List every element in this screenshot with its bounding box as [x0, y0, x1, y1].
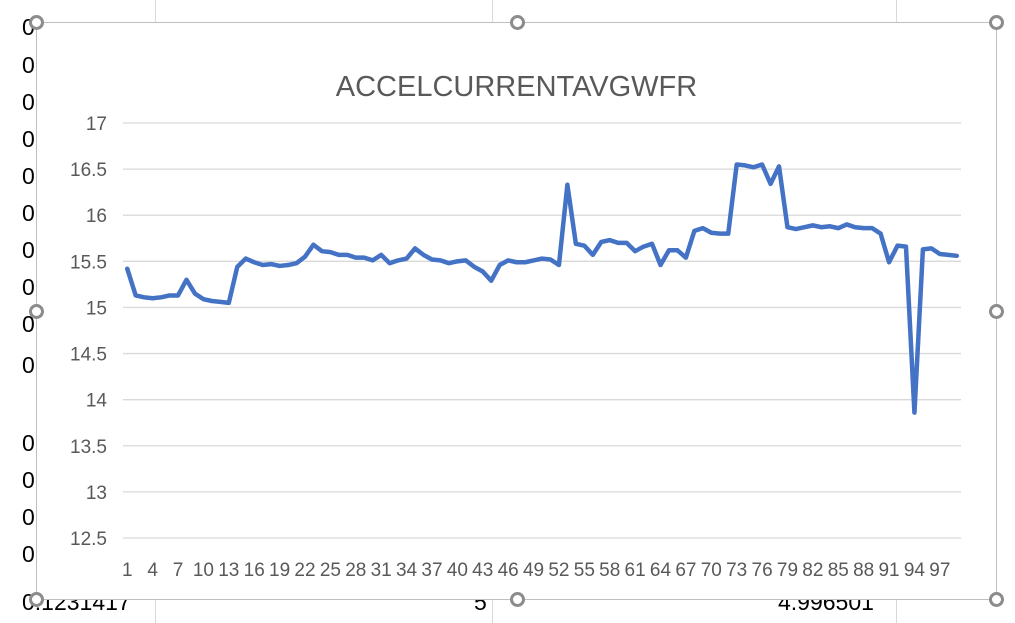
x-tick-label: 52 — [548, 560, 569, 581]
y-tick-label: 14.5 — [70, 345, 107, 366]
x-tick-label: 34 — [396, 560, 418, 581]
x-tick-label: 82 — [802, 560, 823, 581]
y-tick-label: 16.5 — [70, 160, 107, 181]
resize-handle-bottom-right[interactable] — [989, 592, 1004, 607]
x-tick-label: 91 — [878, 560, 899, 581]
x-tick-label: 37 — [421, 560, 442, 581]
resize-handle-left[interactable] — [29, 304, 44, 319]
x-tick-label: 43 — [472, 560, 493, 581]
cell-value[interactable]: 0 — [22, 126, 35, 152]
y-tick-label: 17 — [86, 114, 107, 135]
x-tick-label: 70 — [701, 560, 722, 581]
resize-handle-bottom-left[interactable] — [29, 592, 44, 607]
y-tick-label: 13 — [86, 483, 107, 504]
x-tick-label: 16 — [244, 560, 265, 581]
series-line[interactable] — [124, 162, 960, 415]
x-tick-label: 64 — [650, 560, 672, 581]
y-tick-label: 15.5 — [70, 252, 107, 273]
x-tick-label: 7 — [173, 560, 184, 581]
x-tick-label: 25 — [320, 560, 341, 581]
x-tick-label: 76 — [752, 560, 773, 581]
chart-area[interactable]: ACCELCURRENTAVGWFR 12.5 13 13.5 14 14.5 15 15.… — [36, 22, 997, 600]
cell-value[interactable]: 0 — [22, 163, 35, 189]
cell-value[interactable]: 0 — [22, 52, 35, 78]
x-tick-label: 28 — [345, 560, 366, 581]
x-tick-label: 46 — [498, 560, 519, 581]
cell-value[interactable]: 0 — [22, 430, 35, 456]
cell-value[interactable]: 0 — [22, 467, 35, 493]
x-tick-label: 58 — [599, 560, 620, 581]
x-tick-label: 88 — [853, 560, 874, 581]
x-tick-label: 79 — [777, 560, 798, 581]
x-tick-label: 13 — [218, 560, 239, 581]
x-tick-label: 1 — [122, 560, 133, 581]
x-tick-label: 61 — [625, 560, 646, 581]
x-tick-label: 49 — [523, 560, 544, 581]
resize-handle-right[interactable] — [989, 304, 1004, 319]
resize-handle-top[interactable] — [510, 15, 525, 30]
x-tick-label: 55 — [574, 560, 595, 581]
x-tick-label: 4 — [147, 560, 158, 581]
resize-handle-bottom[interactable] — [510, 592, 525, 607]
cell-value[interactable]: 0 — [22, 541, 35, 567]
cell-value[interactable]: 0 — [22, 89, 35, 115]
y-tick-label: 13.5 — [70, 437, 107, 458]
x-tick-label: 85 — [828, 560, 849, 581]
chart-title[interactable]: ACCELCURRENTAVGWFR — [335, 71, 698, 103]
x-tick-label: 10 — [193, 560, 214, 581]
cell-value[interactable]: 0 — [22, 200, 35, 226]
cell-value[interactable]: 0 — [22, 237, 35, 263]
cell-value[interactable]: 0 — [22, 274, 35, 300]
resize-handle-top-left[interactable] — [29, 15, 44, 30]
y-tick-label: 14 — [86, 391, 108, 412]
x-tick-label: 94 — [904, 560, 926, 581]
x-tick-label: 67 — [675, 560, 696, 581]
y-tick-label: 15 — [86, 298, 107, 319]
x-tick-label: 22 — [294, 560, 315, 581]
cell-value[interactable]: 0 — [22, 352, 35, 378]
cell-value[interactable]: 0 — [22, 504, 35, 530]
x-tick-label: 31 — [371, 560, 392, 581]
y-tick-label: 16 — [86, 206, 107, 227]
resize-handle-top-right[interactable] — [989, 15, 1004, 30]
x-tick-label: 40 — [447, 560, 468, 581]
y-tick-label: 12.5 — [70, 529, 107, 550]
x-tick-label: 97 — [929, 560, 950, 581]
x-tick-label: 73 — [726, 560, 747, 581]
x-tick-label: 19 — [269, 560, 290, 581]
